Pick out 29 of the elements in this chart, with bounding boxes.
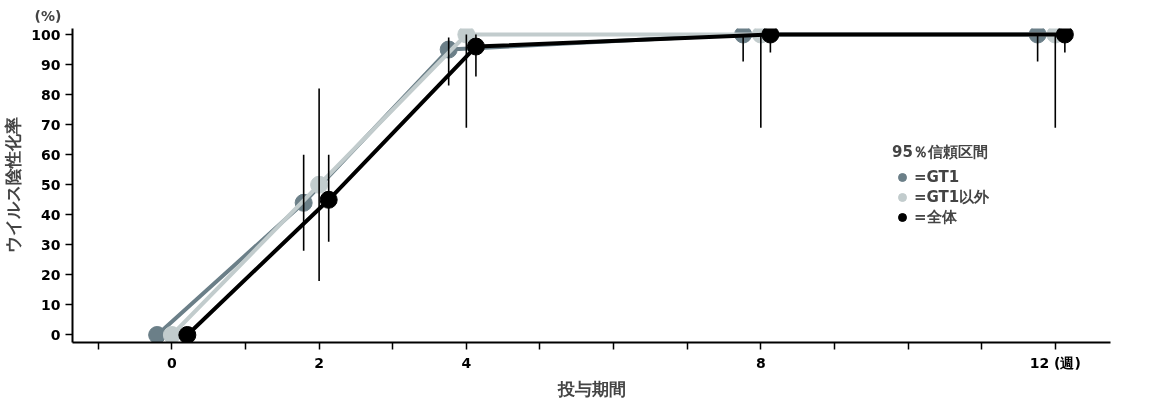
point [162, 326, 181, 343]
legend-label: =GT1以外 [914, 187, 990, 207]
y-tick-label: 90 [41, 56, 61, 73]
y-tick-label: 60 [41, 146, 61, 163]
point [1055, 28, 1074, 44]
y-tick-label: 0 [50, 326, 61, 343]
y-tick-label: 80 [41, 86, 61, 103]
y-tick-label: 10 [41, 296, 61, 313]
x-tick-label: 12 (週) [1029, 354, 1081, 371]
y-tick-label: 50 [41, 176, 61, 193]
x-tick-label: 0 [167, 354, 178, 371]
y-tick-label: 30 [41, 236, 61, 253]
point [457, 28, 476, 44]
x-tick-label: 2 [314, 354, 324, 371]
x-axis-title: 投与期間 [556, 378, 626, 399]
text: (%) [34, 7, 62, 24]
x-tick-label: 8 [755, 354, 766, 371]
legend-label: =GT1 [914, 168, 960, 186]
point [319, 190, 338, 209]
legend-title: 95％信頼区間 [892, 143, 989, 162]
legend-label: =全体 [914, 207, 957, 227]
y-tick-label: 100 [31, 26, 61, 43]
y-tick-label: 70 [41, 116, 61, 133]
y-tick-label: 40 [41, 206, 61, 223]
x-tick-label: 4 [461, 354, 472, 371]
point [761, 28, 780, 44]
y-axis-title: ウイルス陰性化率 [3, 117, 24, 254]
point [178, 326, 197, 343]
y-tick-label: 20 [41, 266, 61, 283]
